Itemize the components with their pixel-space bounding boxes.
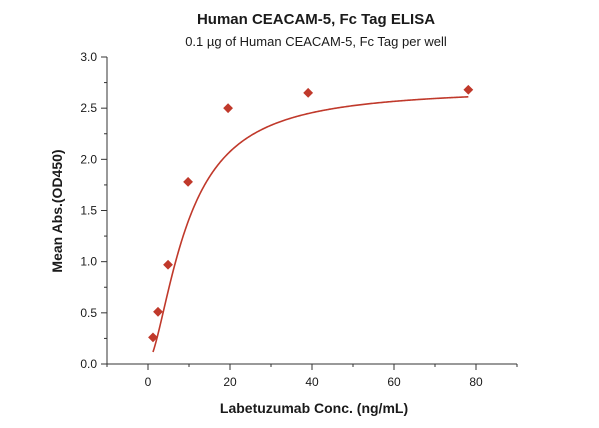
x-tick-label: 40 bbox=[305, 375, 319, 389]
data-point bbox=[223, 103, 233, 114]
x-tick-label: 60 bbox=[387, 375, 401, 389]
data-point bbox=[163, 259, 173, 270]
data-point bbox=[303, 87, 314, 98]
data-points bbox=[148, 84, 474, 343]
y-tick-label: 0.0 bbox=[80, 357, 97, 371]
data-point bbox=[183, 176, 193, 187]
x-ticks: 0 20 40 60 80 bbox=[106, 364, 518, 389]
y-axis-label: Mean Abs.(OD450) bbox=[49, 149, 65, 272]
data-point bbox=[463, 84, 474, 95]
axes bbox=[106, 57, 517, 365]
x-tick-label: 0 bbox=[145, 375, 152, 389]
chart-title: Human CEACAM-5, Fc Tag ELISA bbox=[197, 11, 435, 28]
data-point bbox=[153, 306, 163, 317]
y-tick-label: 1.5 bbox=[80, 204, 97, 218]
y-tick-label: 3.0 bbox=[80, 50, 97, 64]
y-tick-label: 1.0 bbox=[80, 255, 97, 269]
chart-subtitle: 0.1 µg of Human CEACAM-5, Fc Tag per wel… bbox=[185, 34, 447, 49]
y-tick-label: 0.5 bbox=[80, 306, 97, 320]
x-axis-label: Labetuzumab Conc. (ng/mL) bbox=[220, 400, 408, 416]
data-point bbox=[148, 332, 158, 343]
x-tick-label: 80 bbox=[469, 375, 483, 389]
y-ticks: 0.0 0.5 1.0 1.5 2.0 2.5 3.0 bbox=[80, 50, 107, 371]
y-tick-label: 2.5 bbox=[80, 101, 97, 115]
fit-curve bbox=[152, 96, 469, 353]
x-tick-label: 20 bbox=[223, 375, 237, 389]
y-tick-label: 2.0 bbox=[80, 152, 97, 166]
